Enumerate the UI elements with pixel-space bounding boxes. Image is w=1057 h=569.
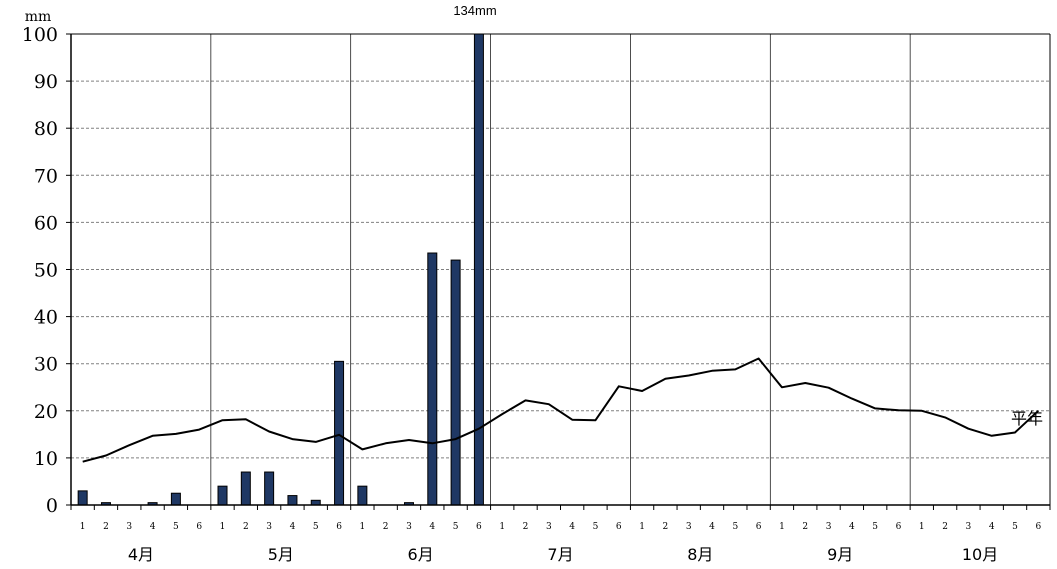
bar-series [77,33,484,506]
axis-labels: mm 134mm 平年 0 10 20 30 40 50 60 70 80 90 100 1 2 3 4 5 6… [22,3,1043,564]
x-tick-label: 5 [872,522,878,532]
month-label: 4月 [128,545,154,564]
precip-bar [334,360,345,506]
x-tick-label: 2 [663,522,669,532]
month-label: 6月 [408,545,434,564]
month-label: 10月 [962,545,998,564]
x-tick-label: 6 [1035,522,1041,532]
precip-bar [357,485,368,506]
precip-bar [473,33,484,506]
x-tick-label: 4 [429,522,435,532]
x-tick-label: 2 [942,522,948,532]
month-label: 8月 [687,545,713,564]
x-tick-label: 5 [732,522,738,532]
x-tick-label: 6 [336,522,342,532]
y-tick-label: 60 [34,212,58,234]
precip-bar [264,471,275,506]
x-tick-label: 3 [406,522,412,532]
x-tick-label: 3 [686,522,692,532]
x-tick-label: 6 [896,522,902,532]
x-tick-label: 1 [360,522,366,532]
month-label: 7月 [547,545,573,564]
x-tick-label: 3 [966,522,972,532]
precip-bar [427,252,438,506]
x-tick-label: 5 [453,522,459,532]
x-tick-label: 6 [756,522,762,532]
x-tick-label: 6 [476,522,482,532]
x-tick-label: 4 [849,522,855,532]
y-tick-label: 40 [34,307,58,329]
y-tick-label: 20 [34,401,58,423]
x-tick-label: 4 [150,522,156,532]
precip-bar [450,259,461,506]
y-tick-label: 50 [34,260,58,282]
x-tick-label: 5 [313,522,319,532]
legend-normal-label: 平年 [1011,409,1043,428]
x-tick-label: 1 [919,522,925,532]
x-tick-label: 2 [243,522,249,532]
x-tick-label: 5 [173,522,179,532]
x-tick-label: 3 [826,522,832,532]
y-tick-label: 100 [22,24,58,46]
x-tick-label: 4 [709,522,715,532]
annotation-134mm: 134mm [453,3,496,18]
x-tick-label: 1 [80,522,86,532]
x-tick-label: 2 [802,522,808,532]
precip-bar [287,495,298,506]
y-tick-label: 80 [34,118,58,140]
x-tick-label: 1 [499,522,505,532]
y-tick-label: 0 [46,495,58,517]
normal-line [82,357,1039,463]
x-tick-label: 1 [639,522,645,532]
x-tick-label: 2 [383,522,389,532]
precip-bar [240,471,251,506]
x-tick-label: 6 [616,522,622,532]
x-tick-label: 6 [196,522,202,532]
x-tick-label: 1 [220,522,226,532]
x-tick-label: 2 [523,522,529,532]
x-tick-label: 4 [569,522,575,532]
x-tick-label: 3 [266,522,272,532]
y-tick-label: 30 [34,354,58,376]
y-tick-label: 90 [34,71,58,93]
x-tick-label: 3 [126,522,132,532]
x-tick-label: 4 [290,522,296,532]
precip-bar [170,492,181,506]
axes [66,33,1051,510]
x-tick-label: 2 [103,522,109,532]
precip-bar [77,490,88,506]
y-tick-label: 70 [34,165,58,187]
x-tick-label: 5 [1012,522,1018,532]
normal-line-series [82,357,1039,463]
x-tick-label: 1 [779,522,785,532]
month-label: 5月 [268,545,294,564]
x-tick-label: 4 [989,522,995,532]
month-label: 9月 [827,545,853,564]
y-unit-label: mm [25,9,52,25]
grid [71,33,1050,505]
precip-bar [217,485,228,506]
x-tick-label: 3 [546,522,552,532]
y-tick-label: 10 [34,448,58,470]
x-tick-label: 5 [593,522,599,532]
